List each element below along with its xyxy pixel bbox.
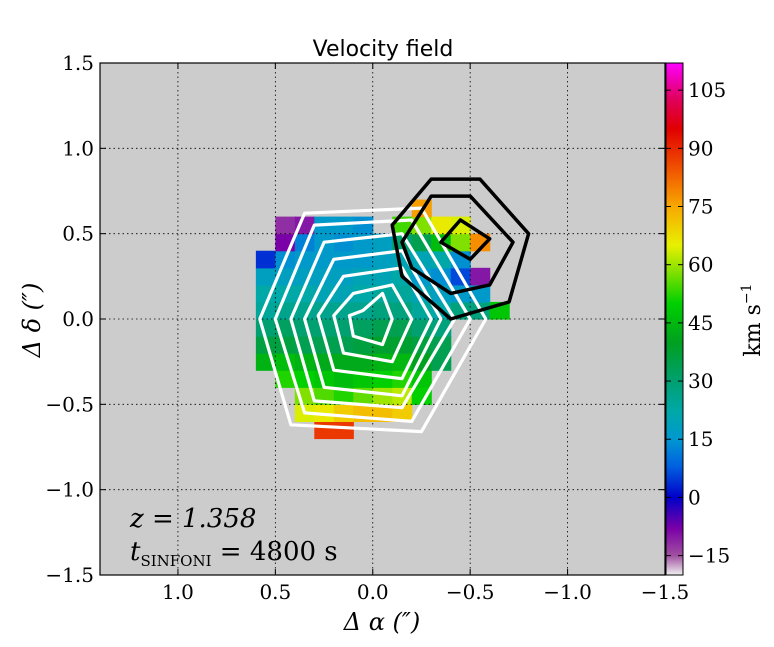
velocity-pixel (275, 216, 296, 235)
velocity-pixel (255, 267, 276, 286)
redshift-annotation: z = 1.358 (129, 504, 256, 534)
colorbar-tick-label: 90 (688, 136, 713, 160)
colorbar-tick-label: 30 (688, 369, 713, 393)
x-tick-label: 0.5 (259, 580, 291, 604)
colorbar (665, 62, 684, 576)
y-tick-label: −0.5 (45, 392, 94, 416)
x-axis-label: Δ α (″) (343, 608, 421, 636)
velocity-pixel (294, 353, 315, 371)
velocity-pixel (372, 387, 393, 405)
black-contours (390, 177, 531, 321)
velocity-pixel (411, 387, 432, 405)
exposure-value: = 4800 s (212, 537, 338, 567)
velocity-pixel (333, 233, 354, 252)
exposure-subscript: SINFONI (140, 552, 211, 570)
velocity-pixel (431, 353, 452, 371)
colorbar-tick-label: 45 (688, 311, 713, 335)
colorbar-label: km s−1 (739, 283, 766, 356)
black-contour (390, 177, 531, 321)
velocity-pixel (353, 267, 374, 286)
y-tick-label: 0.5 (62, 222, 94, 246)
colorbar-ticks: −15 0 15 30 45 60 75 90 105 (666, 78, 730, 568)
velocity-pixel (372, 370, 393, 388)
velocity-pixel (470, 233, 491, 252)
velocity-pixel (450, 233, 471, 252)
chart-title: Velocity field (313, 37, 454, 62)
x-tick-label: −0.5 (446, 580, 495, 604)
velocity-pixel (450, 216, 471, 235)
colorbar-tick-label: 0 (688, 485, 701, 509)
velocity-pixel (333, 387, 354, 405)
colorbar-tick-label: 60 (688, 253, 713, 277)
white-contours (258, 206, 488, 434)
colorbar-tick-label: 105 (688, 78, 726, 102)
velocity-pixel (333, 421, 354, 440)
velocity-pixel (333, 404, 354, 422)
y-tick-label: 1.5 (62, 51, 94, 75)
velocity-pixel (372, 233, 393, 252)
black-contour (400, 194, 515, 296)
velocity-pixel (353, 216, 374, 235)
colorbar-label-exponent: −1 (739, 283, 755, 304)
y-tick-label: 1.0 (62, 136, 94, 160)
white-contour (332, 283, 414, 364)
velocity-pixel (353, 319, 374, 337)
velocity-pixel (411, 319, 432, 337)
y-tick-label: 0.0 (62, 307, 94, 331)
colorbar-tick-label: −15 (688, 544, 730, 568)
x-tick-label: 1.0 (162, 580, 194, 604)
velocity-pixel (470, 267, 491, 286)
velocity-pixel (392, 301, 413, 320)
exposure-annotation: tSINFONI = 4800 s (130, 537, 338, 570)
x-tick-label: 0.0 (357, 580, 389, 604)
colorbar-tick-label: 15 (688, 427, 713, 451)
velocity-pixel (431, 216, 452, 235)
velocity-pixel (392, 284, 413, 303)
colorbar-label-unit: km s (741, 304, 766, 356)
y-tick-label: −1.0 (45, 478, 94, 502)
exposure-symbol: t (130, 537, 141, 567)
y-axis-label: Δ δ (″) (18, 283, 46, 359)
x-axis-ticks: 1.0 0.5 0.0 −0.5 −1.0 −1.5 (162, 63, 689, 604)
velocity-pixel (333, 353, 354, 371)
x-tick-label: −1.5 (641, 580, 690, 604)
y-tick-label: −1.5 (45, 563, 94, 587)
velocity-pixel (255, 250, 276, 269)
white-contour (273, 218, 472, 423)
y-axis-ticks: 1.5 1.0 0.5 0.0 −0.5 −1.0 −1.5 (45, 51, 665, 587)
x-tick-label: −1.0 (543, 580, 592, 604)
velocity-pixel (255, 319, 276, 337)
white-contour (347, 291, 394, 347)
velocity-pixel (333, 370, 354, 388)
white-contour (289, 232, 457, 410)
velocity-pixel (333, 216, 354, 235)
velocity-pixel (314, 421, 335, 440)
velocity-pixel (411, 301, 432, 320)
white-contour (258, 206, 488, 434)
black-contour (439, 218, 492, 262)
colorbar-tick-label: 75 (688, 195, 713, 219)
white-contour (303, 249, 443, 398)
